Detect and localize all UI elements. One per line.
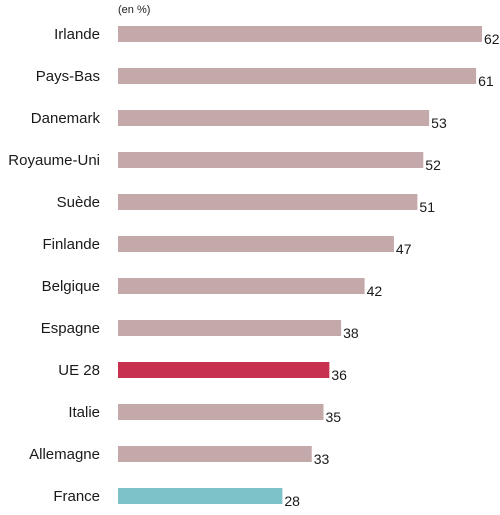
category-label-belgique: Belgique — [42, 278, 100, 295]
bar-danemark — [118, 110, 430, 126]
bar-pays-bas — [118, 68, 477, 84]
category-label-espagne: Espagne — [41, 320, 100, 337]
value-label-italie: 35 — [325, 409, 341, 425]
value-label-allemagne: 33 — [314, 451, 330, 467]
bar-italie — [118, 404, 324, 420]
category-label-italie: Italie — [68, 404, 100, 421]
bar-allemagne — [118, 446, 312, 462]
value-label-espagne: 38 — [343, 325, 359, 341]
bars-group: Irlande 62 Pays-Bas 61 Danemark 53 Royaume-Uni… — [8, 26, 500, 509]
value-label-france: 28 — [284, 493, 300, 509]
category-label-su-de: Suède — [57, 194, 100, 211]
bar-irlande — [118, 26, 482, 42]
category-label-allemagne: Allemagne — [29, 446, 100, 463]
unit-label: (en %) — [118, 4, 150, 16]
value-label-danemark: 53 — [431, 115, 447, 131]
value-label-pays-bas: 61 — [478, 73, 494, 89]
category-label-france: France — [53, 488, 100, 505]
category-label-ue-28: UE 28 — [58, 362, 100, 379]
value-label-royaume-uni: 52 — [425, 157, 441, 173]
value-label-irlande: 62 — [484, 31, 500, 47]
category-label-irlande: Irlande — [54, 26, 100, 43]
category-label-finlande: Finlande — [42, 236, 100, 253]
bar-finlande — [118, 236, 394, 252]
value-label-su-de: 51 — [419, 199, 435, 215]
value-label-finlande: 47 — [396, 241, 412, 257]
category-label-pays-bas: Pays-Bas — [36, 68, 100, 85]
bar-ue-28 — [118, 362, 330, 378]
bar-espagne — [118, 320, 342, 336]
bar-belgique — [118, 278, 365, 294]
bar-france — [118, 488, 283, 504]
category-label-royaume-uni: Royaume-Uni — [8, 152, 100, 169]
bar-su-de — [118, 194, 418, 210]
value-label-ue-28: 36 — [331, 367, 347, 383]
category-label-danemark: Danemark — [31, 110, 101, 127]
bar-royaume-uni — [118, 152, 424, 168]
value-label-belgique: 42 — [367, 283, 383, 299]
